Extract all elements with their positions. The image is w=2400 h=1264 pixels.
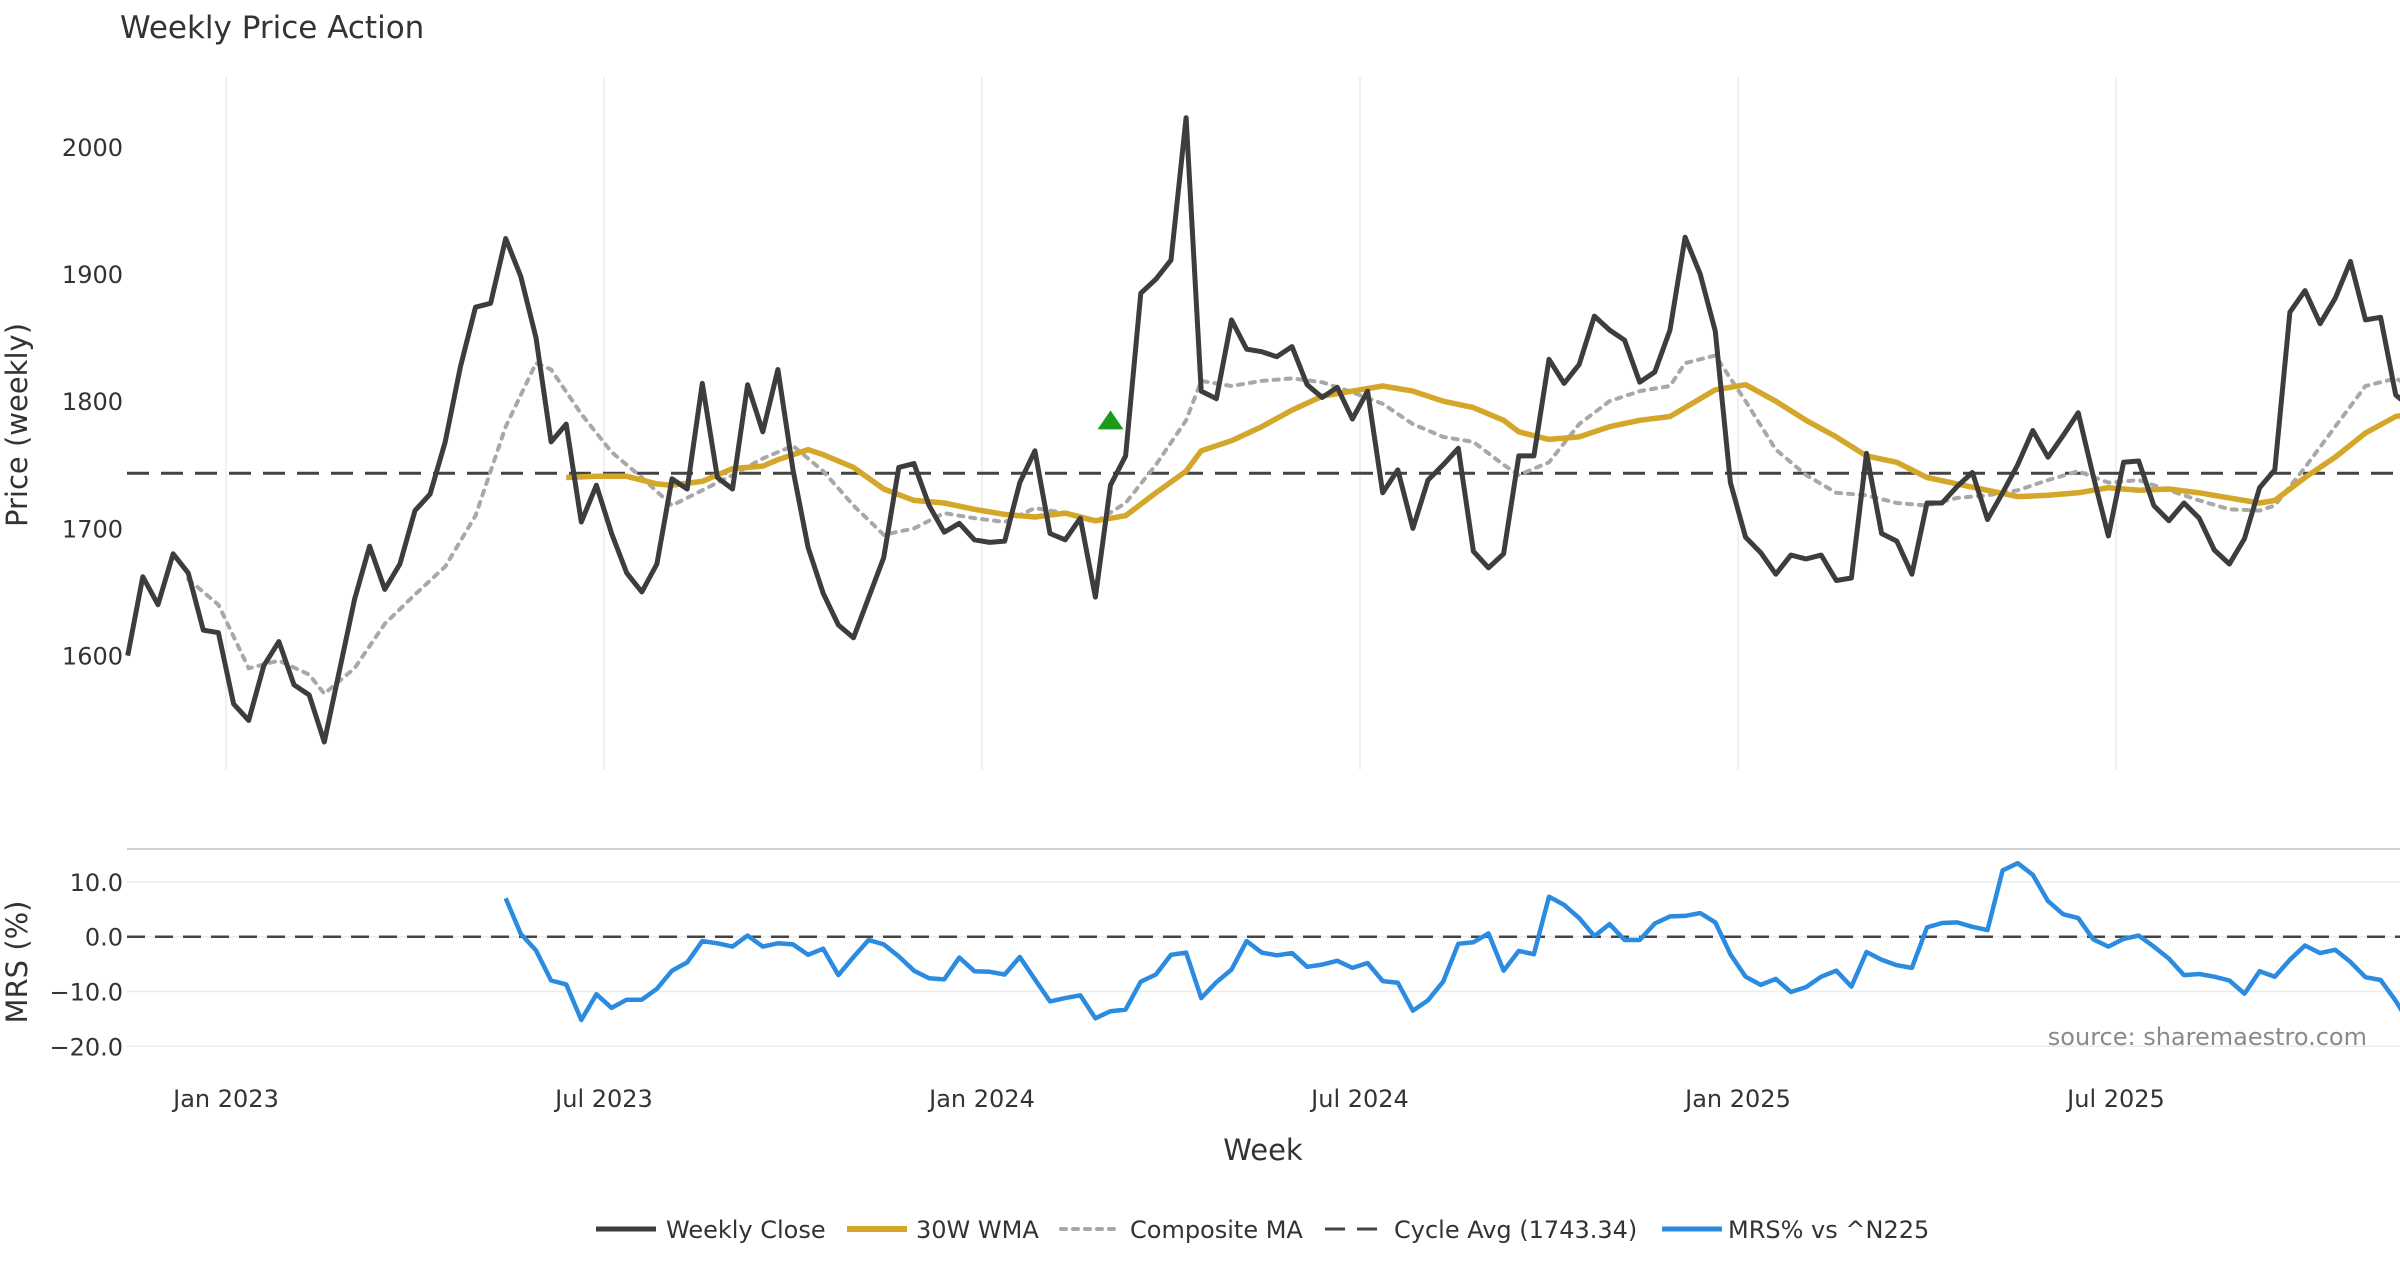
chart-title: Weekly Price Action [120, 10, 424, 46]
mrs-y-axis-label: MRS (%) [0, 901, 34, 1024]
buy-signal-marker [1097, 410, 1124, 430]
mrs-line [503, 860, 2400, 1023]
composite-ma-line [186, 353, 2400, 697]
x-tick-label: Jan 2024 [927, 1085, 1035, 1113]
x-tick-label: Jul 2025 [2065, 1085, 2165, 1113]
x-tick-label: Jul 2023 [553, 1085, 653, 1113]
mrs-y-ticks: 10.0 0.0 −10.0 −20.0 [49, 869, 123, 1061]
price-y-axis-label: Price (weekly) [0, 323, 34, 527]
mrs-gridlines [127, 881, 2400, 1048]
x-tick-label: Jul 2024 [1309, 1085, 1409, 1113]
price-y-tick-label: 1600 [62, 643, 123, 671]
mrs-y-tick-label: −20.0 [49, 1033, 123, 1061]
weekly-close-line [125, 115, 2400, 745]
mrs-y-tick-label: 0.0 [85, 924, 123, 952]
x-axis-label: Week [1223, 1133, 1303, 1167]
price-y-tick-label: 1700 [62, 515, 123, 543]
legend-label-weekly-close: Weekly Close [666, 1216, 826, 1244]
x-tick-label: Jan 2023 [171, 1085, 279, 1113]
price-y-ticks: 1600 1700 1800 1900 2000 [62, 134, 123, 671]
wma-30w-line [566, 381, 2400, 524]
price-y-tick-label: 1900 [62, 261, 123, 289]
legend-label-wma: 30W WMA [916, 1216, 1039, 1244]
price-y-tick-label: 1800 [62, 388, 123, 416]
legend-label-cycle-avg: Cycle Avg (1743.34) [1394, 1216, 1637, 1244]
legend-label-mrs: MRS% vs ^N225 [1728, 1216, 1929, 1244]
price-gridlines [225, 77, 2117, 770]
legend: Weekly Close 30W WMA Composite MA Cycle … [596, 1216, 1929, 1244]
x-tick-label: Jan 2025 [1683, 1085, 1791, 1113]
legend-label-composite: Composite MA [1130, 1216, 1303, 1244]
price-y-tick-label: 2000 [62, 134, 123, 162]
mrs-y-tick-label: −10.0 [49, 978, 123, 1006]
mrs-y-tick-label: 10.0 [70, 869, 123, 897]
x-ticks: Jan 2023 Jul 2023 Jan 2024 Jul 2024 Jan 2025… [171, 1085, 2165, 1113]
source-annotation: source: sharemaestro.com [2048, 1023, 2367, 1051]
